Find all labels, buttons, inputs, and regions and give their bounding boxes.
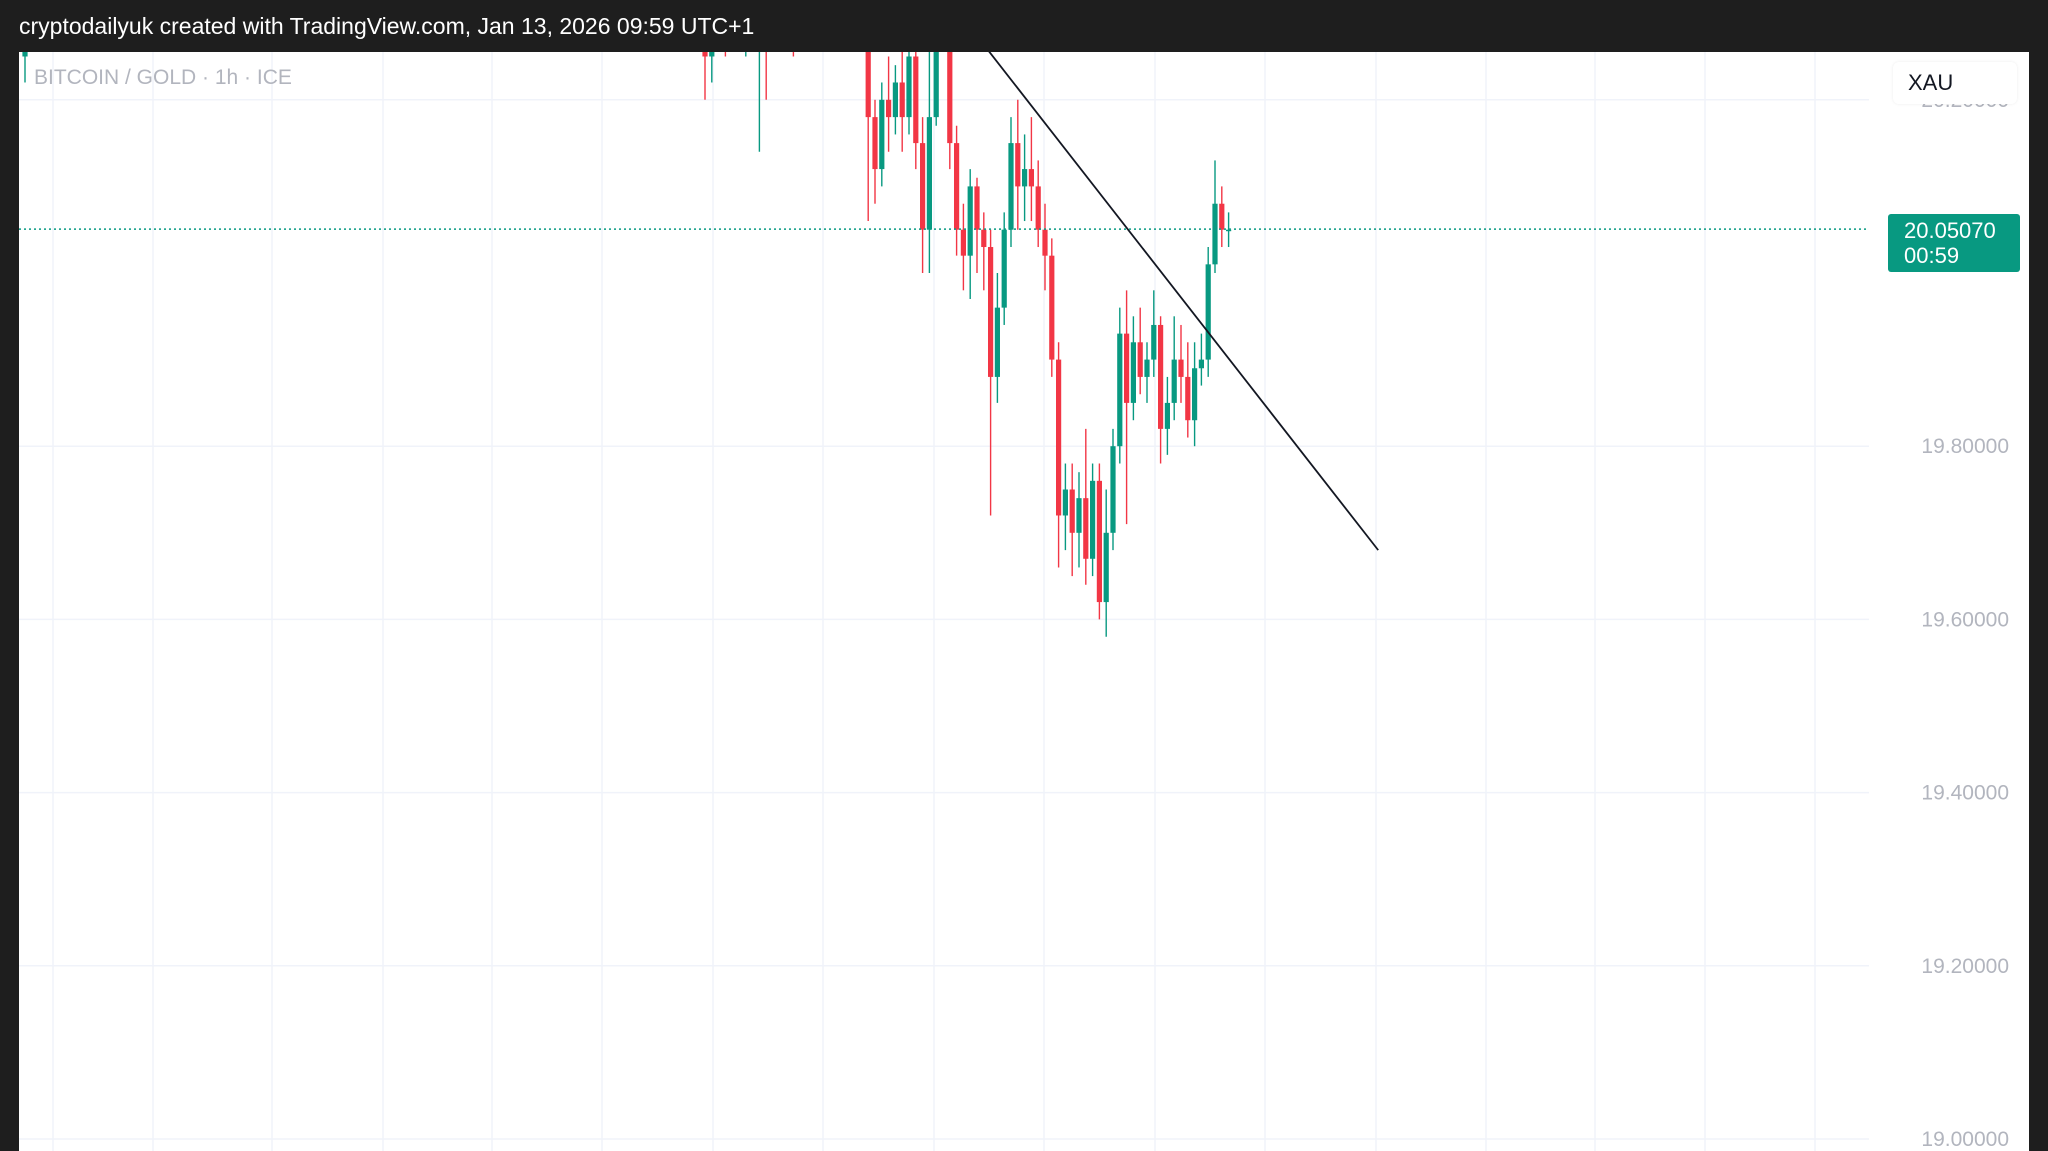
candle-body — [879, 99, 885, 170]
candle-body — [988, 247, 994, 377]
candle-body — [1096, 480, 1102, 603]
candle-body — [1144, 359, 1150, 377]
candle-body — [1226, 229, 1232, 232]
candle-body — [1192, 368, 1198, 421]
price-tick-label: 19.60000 — [1921, 608, 2009, 631]
price-tick-label: 19.00000 — [1921, 1128, 2009, 1151]
chart-area[interactable]: 21.2000021.0000020.8000020.6000020.40000… — [19, 52, 2029, 1151]
candle-body — [1124, 333, 1130, 403]
candle-body — [1069, 489, 1075, 533]
candle-body — [1076, 498, 1082, 533]
candle-body — [865, 52, 871, 118]
price-tick-label: 19.80000 — [1921, 435, 2009, 458]
trendline-layer — [988, 52, 1379, 551]
candle-body — [702, 52, 708, 57]
candle-body — [1001, 229, 1007, 308]
symbol-label: BITCOIN / GOLD · 1h · ICE — [34, 66, 292, 89]
chart-attribution: cryptodailyuk created with TradingView.c… — [19, 13, 755, 39]
candle-body — [1062, 489, 1068, 516]
candle-body — [1164, 402, 1170, 429]
candle-body — [933, 52, 939, 118]
candle-body — [1205, 264, 1211, 360]
candle-body — [1042, 229, 1048, 256]
candle-body — [1015, 143, 1021, 187]
candle-body — [1083, 498, 1089, 559]
candle-body — [906, 56, 912, 118]
candle-body — [899, 82, 905, 118]
candle-body — [872, 117, 878, 170]
candle-body — [1130, 342, 1136, 403]
candle-body — [1198, 359, 1204, 369]
candle-body — [1028, 169, 1034, 187]
candle-body — [1103, 532, 1109, 603]
candle-body — [709, 52, 715, 57]
candle-body — [1035, 186, 1041, 230]
candle-body — [1117, 333, 1123, 447]
chart-grid — [19, 52, 1869, 1151]
candle-body — [981, 229, 987, 248]
candle-body — [954, 143, 960, 230]
candle-body — [1178, 359, 1184, 377]
candle-body — [1056, 359, 1062, 516]
trendline — [988, 52, 1379, 551]
last-price-value: 20.05070 — [1904, 218, 1996, 244]
price-chart[interactable]: 21.2000021.0000020.8000020.6000020.40000… — [19, 52, 2029, 1151]
candle-body — [22, 52, 28, 57]
candle-body — [1049, 255, 1055, 360]
currency-button[interactable]: XAU — [1893, 62, 2017, 104]
candle-body — [967, 186, 973, 256]
candle-body — [1158, 324, 1164, 429]
candle-body — [960, 229, 966, 256]
candle-body — [1008, 143, 1014, 230]
top-bar: cryptodailyuk created with TradingView.c… — [0, 0, 2048, 52]
candle-body — [1212, 203, 1218, 265]
candle-body — [1151, 324, 1157, 360]
candle-body — [920, 143, 926, 230]
candle-body — [1022, 169, 1028, 187]
candle-body — [886, 99, 892, 118]
candle-body — [926, 117, 932, 230]
candle-body — [974, 186, 980, 230]
candle-body — [1137, 342, 1143, 377]
candle-body — [1219, 203, 1225, 230]
candle-body — [1185, 376, 1191, 421]
candle-body — [994, 307, 1000, 377]
candle-body — [892, 82, 898, 118]
candle-body — [1090, 480, 1096, 559]
candle-body — [947, 52, 953, 144]
candle-body — [1110, 446, 1116, 533]
candle-body — [913, 56, 919, 144]
price-tick-label: 19.20000 — [1921, 955, 2009, 978]
price-tick-label: 19.40000 — [1921, 782, 2009, 805]
candle-body — [1171, 359, 1177, 403]
bar-countdown: 00:59 — [1904, 243, 1960, 269]
last-price-badge: 20.05070 00:59 — [1888, 214, 2020, 273]
candles-layer — [22, 52, 1232, 637]
